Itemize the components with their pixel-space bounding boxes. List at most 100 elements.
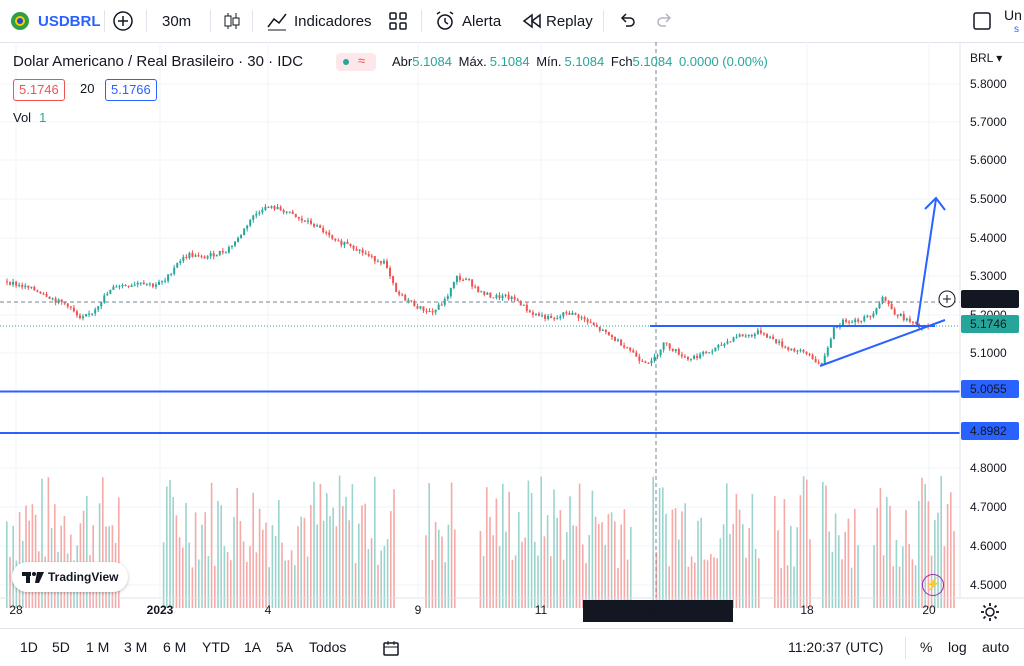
candle-body [97, 306, 100, 310]
volume-bar [390, 511, 392, 608]
candle-body [419, 306, 422, 309]
volume-bar [393, 489, 395, 608]
candle-body [766, 334, 768, 338]
candle-body [598, 326, 601, 331]
candle-body [762, 333, 765, 335]
divider [146, 10, 147, 32]
open-label: Abr [392, 54, 413, 69]
candle-body [24, 285, 27, 288]
tradingview-logo[interactable]: TradingView [12, 562, 129, 592]
lightning-icon[interactable]: ⚡ [922, 574, 944, 596]
crosshair-time: sex. 13 Jan '23 05:30 [601, 604, 715, 618]
volume-bar [233, 516, 235, 608]
top-toolbar: USDBRL 30m Indicadores Alerta Replay Un … [0, 0, 1024, 43]
undo-button[interactable] [618, 0, 636, 42]
account-label[interactable]: Un [1004, 0, 1022, 36]
volume-bar [335, 526, 338, 608]
candle-body [27, 285, 30, 288]
candle-body [528, 310, 531, 313]
layouts-button[interactable] [388, 0, 408, 42]
range-button-5a[interactable]: 5A [276, 639, 294, 655]
candle-body [787, 347, 790, 350]
range-button-1m[interactable]: 1 M [86, 639, 110, 655]
last-price-tag: 5.1746 [970, 317, 1007, 331]
low-label: Mín. [536, 54, 562, 69]
log-toggle[interactable]: log [948, 639, 967, 655]
volume-bar [876, 507, 878, 608]
buy-price-button[interactable]: 5.1766 [105, 79, 157, 101]
candle-body [884, 297, 887, 301]
volume-bar [732, 523, 734, 608]
interval-button[interactable]: 30m [162, 0, 191, 42]
volume-label: Vol [13, 110, 32, 125]
volume-bar [274, 535, 277, 608]
time-tick: 2023 [147, 603, 174, 617]
range-button-5d[interactable]: 5D [52, 639, 70, 655]
range-button-todos[interactable]: Todos [309, 639, 347, 655]
candle-body [604, 329, 607, 333]
candle-body [905, 318, 908, 321]
candle-body [492, 297, 495, 299]
square-icon [973, 12, 991, 30]
volume-bar [214, 565, 216, 608]
range-button-1d[interactable]: 1D [20, 639, 38, 655]
candle-body [544, 315, 547, 320]
volume-bar [882, 555, 885, 608]
volume-bar [271, 525, 274, 608]
redo-button[interactable] [656, 0, 674, 42]
volume-bar [502, 483, 504, 608]
fullscreen-checkbox[interactable] [972, 0, 992, 42]
volume-bar [934, 520, 936, 608]
candle-body [407, 300, 410, 302]
chart-canvas[interactable]: 5.8000 5.7000 5.6000 5.5000 5.4000 5.3000 5.10… [0, 42, 1024, 626]
percent-toggle[interactable]: % [920, 639, 933, 655]
candle-body [398, 291, 401, 295]
candle-body [823, 355, 826, 365]
sell-price-button[interactable]: 5.1746 [13, 79, 65, 101]
volume-bar [703, 559, 706, 608]
volume-bar [505, 531, 507, 608]
indicators-button[interactable]: Indicadores [266, 0, 372, 42]
price-tick: 5.5000 [970, 192, 1007, 206]
candle-body [802, 349, 805, 352]
projection-arrow [916, 198, 937, 327]
candle-body [94, 309, 97, 314]
candle-body [641, 360, 644, 362]
candle-body [334, 238, 337, 241]
volume-bar [194, 512, 197, 608]
clock[interactable]: 11:20:37 (UTC) [788, 639, 884, 655]
candle-body [632, 350, 635, 353]
volume-bar [598, 524, 600, 608]
range-button-6m[interactable]: 6 M [163, 639, 187, 655]
auto-toggle[interactable]: auto [982, 639, 1010, 655]
close-label: Fch [610, 54, 633, 69]
volume-bar [246, 561, 248, 608]
account-text: Un [1004, 7, 1022, 23]
candle-body [303, 220, 306, 222]
candle-body [623, 345, 626, 348]
volume-bar [351, 484, 354, 608]
market-status-badge[interactable]: ≈ [336, 53, 376, 71]
range-button-3m[interactable]: 3 M [124, 639, 148, 655]
compare-button[interactable] [112, 0, 134, 42]
volume-bar [175, 515, 178, 608]
candle-body [115, 286, 118, 288]
range-button-1a[interactable]: 1A [244, 639, 262, 655]
symbol-search[interactable]: USDBRL [10, 0, 101, 42]
replay-button[interactable]: Replay [522, 0, 593, 42]
price-tick: 5.4000 [970, 231, 1007, 245]
candle-body [173, 267, 176, 274]
alert-button[interactable]: Alerta [434, 0, 501, 42]
chart-type-button[interactable] [222, 0, 242, 42]
volume-bar [790, 525, 792, 608]
candle-body [313, 223, 316, 227]
settings-gear-icon[interactable] [980, 602, 1000, 622]
candle-body [413, 301, 416, 307]
volume-bar [953, 531, 955, 608]
candle-body [230, 245, 233, 247]
candle-body [674, 349, 677, 352]
interval-label: 30m [162, 12, 192, 30]
date-range-button[interactable] [382, 629, 400, 666]
volume-bar [610, 512, 613, 608]
range-button-ytd[interactable]: YTD [202, 639, 230, 655]
